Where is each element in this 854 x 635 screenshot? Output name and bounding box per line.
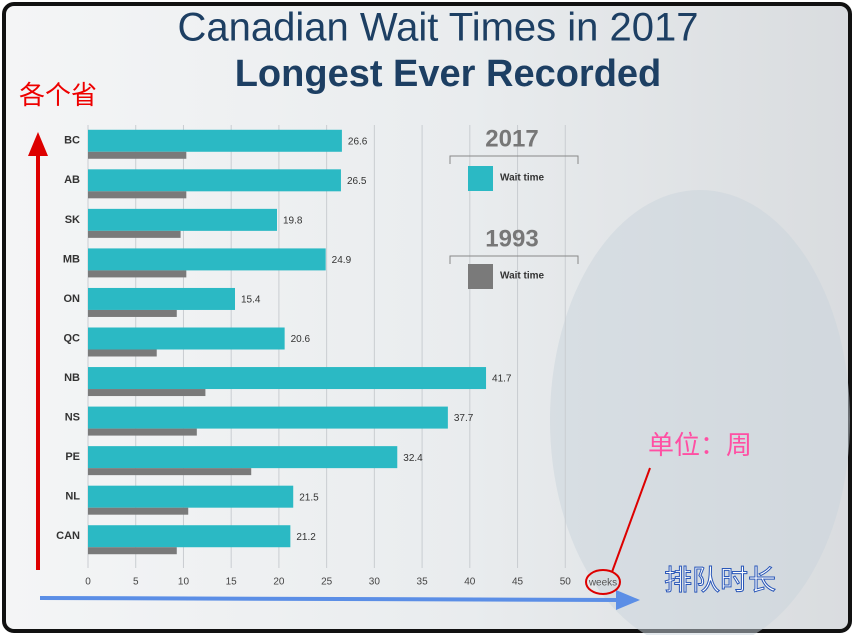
- y-tick-label: CAN: [56, 530, 80, 542]
- note-pointer: [611, 467, 651, 573]
- value-label: 26.5: [347, 176, 367, 187]
- bar-1993: [88, 428, 197, 436]
- value-label: 15.4: [241, 295, 261, 306]
- bar-1993: [88, 309, 177, 317]
- unit-note: 单位：周: [648, 430, 752, 460]
- bar-2017: [88, 129, 342, 152]
- x-arrow: [39, 596, 621, 602]
- chart-subtitle: Longest Ever Recorded: [235, 53, 662, 95]
- bar-2017: [88, 446, 398, 469]
- bar-2017: [88, 525, 291, 548]
- plot: 0 5 10 15 20 25 30 35 40 45 50 BC 26.6 AB 26.5 SK 19.8 MB…: [56, 125, 579, 588]
- x-tick-label: 5: [133, 577, 139, 588]
- x-axis-label: weeks: [588, 578, 617, 589]
- value-label: 37.7: [454, 413, 474, 424]
- x-tick-label: 20: [273, 577, 285, 588]
- x-tick-label: 10: [178, 577, 190, 588]
- x-arrow-head: [616, 590, 640, 610]
- value-label: 20.6: [291, 334, 311, 345]
- bar-2017: [88, 248, 326, 271]
- y-tick-label: SK: [65, 214, 80, 226]
- legend-swatch: [468, 264, 493, 289]
- y-axis-note: 各个省: [19, 80, 97, 110]
- bar-2017: [88, 367, 487, 390]
- bar-1993: [88, 468, 252, 476]
- bar-1993: [88, 230, 181, 238]
- x-tick-label: 0: [85, 577, 91, 588]
- bar-1993: [88, 349, 157, 357]
- bar-2017: [88, 485, 294, 508]
- y-tick-label: NL: [65, 491, 80, 503]
- bar-2017: [88, 169, 341, 192]
- unit-circle: [585, 569, 621, 595]
- x-axis-note: 排队时长: [664, 564, 776, 595]
- y-arrow-head: [28, 132, 48, 156]
- legend-year: 1993: [485, 225, 538, 252]
- bar-2017: [88, 287, 235, 310]
- legend-bracket: [449, 255, 579, 264]
- x-tick-label: 50: [560, 577, 572, 588]
- value-label: 21.2: [296, 532, 316, 543]
- bar-1993: [88, 270, 187, 278]
- legend-label: Wait time: [500, 173, 545, 184]
- chart-title: Canadian Wait Times in 2017: [177, 6, 698, 50]
- x-tick-label: 30: [369, 577, 381, 588]
- x-tick-label: 25: [321, 577, 333, 588]
- bar-2017: [88, 327, 285, 350]
- bar-1993: [88, 507, 189, 515]
- y-tick-label: AB: [64, 174, 80, 186]
- y-tick-label: PE: [65, 451, 80, 463]
- legend-bracket: [449, 155, 579, 164]
- legend-year: 2017: [485, 125, 538, 152]
- value-label: 19.8: [283, 216, 303, 227]
- legend-label: Wait time: [500, 271, 545, 282]
- x-tick-label: 45: [512, 577, 524, 588]
- bar-1993: [88, 151, 187, 159]
- legend-swatch: [468, 166, 493, 191]
- y-tick-label: MB: [63, 253, 80, 265]
- bar-2017: [88, 208, 277, 231]
- value-label: 41.7: [492, 374, 512, 385]
- x-tick-label: 40: [464, 577, 476, 588]
- bar-1993: [88, 547, 177, 555]
- background-figure: [550, 190, 850, 635]
- y-tick-label: BC: [64, 135, 80, 147]
- value-label: 26.6: [348, 136, 368, 147]
- value-label: 21.5: [299, 492, 319, 503]
- y-tick-label: ON: [64, 293, 81, 305]
- y-tick-label: QC: [64, 332, 81, 344]
- bar-1993: [88, 191, 187, 199]
- bar-1993: [88, 389, 206, 397]
- y-tick-label: NS: [65, 411, 80, 423]
- value-label: 24.9: [332, 255, 352, 266]
- x-tick-label: 35: [417, 577, 429, 588]
- y-tick-label: NB: [64, 372, 80, 384]
- x-tick-label: 15: [226, 577, 238, 588]
- bar-2017: [88, 406, 448, 429]
- value-label: 32.4: [403, 453, 423, 464]
